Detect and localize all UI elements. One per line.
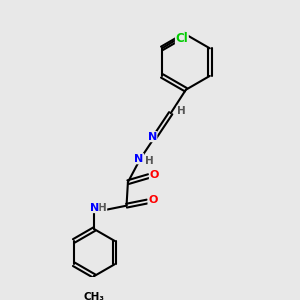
Text: O: O [149,170,159,180]
Text: O: O [148,195,158,205]
Text: CH₃: CH₃ [84,292,105,300]
Text: H: H [145,156,154,166]
Text: N: N [148,132,157,142]
Text: H: H [177,106,186,116]
Text: N: N [134,154,144,164]
Text: H: H [98,202,107,213]
Text: N: N [90,202,99,213]
Text: Cl: Cl [176,32,188,45]
